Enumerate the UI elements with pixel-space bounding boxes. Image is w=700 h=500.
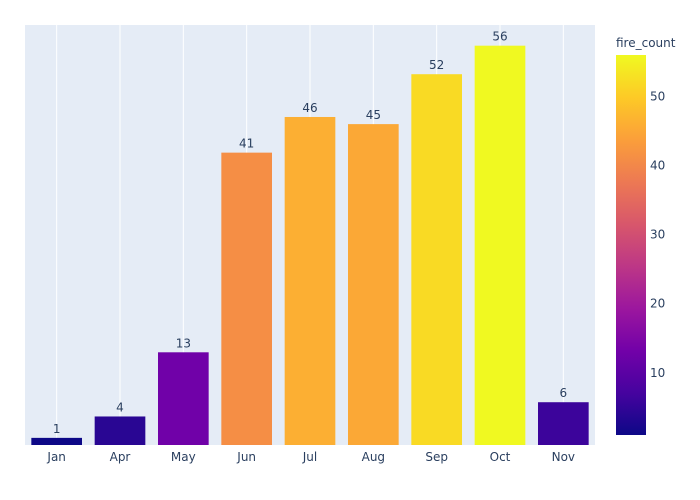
bar-oct — [474, 45, 526, 446]
data-label: 52 — [429, 58, 444, 72]
x-tick-label: Oct — [490, 450, 511, 464]
data-label: 41 — [239, 137, 254, 151]
x-tick-label: Sep — [425, 450, 448, 464]
x-tick-label: Jul — [302, 450, 317, 464]
bar-jan — [31, 437, 82, 445]
colorbar-title: fire_count — [616, 36, 676, 50]
colorbar-gradient — [616, 55, 646, 435]
x-tick-label: May — [171, 450, 196, 464]
bars — [31, 45, 589, 446]
x-axis-ticks: Jan Apr May Jun Jul Aug Sep Oct Nov — [46, 450, 575, 464]
bar-sep — [411, 74, 462, 446]
colorbar-tick-label: 50 — [650, 89, 665, 103]
bar-nov — [538, 402, 589, 445]
x-tick-label: Nov — [552, 450, 575, 464]
colorbar: fire_count 10 20 30 40 50 — [616, 36, 676, 435]
colorbar-ticks: 10 20 30 40 50 — [650, 89, 665, 379]
bar-aug — [348, 124, 399, 445]
data-label: 6 — [560, 386, 568, 400]
bar-jun — [221, 152, 272, 445]
data-label: 13 — [176, 336, 191, 350]
x-tick-label: Apr — [110, 450, 131, 464]
colorbar-tick-label: 30 — [650, 228, 665, 242]
x-tick-label: Jun — [236, 450, 256, 464]
data-labels: 1 4 13 41 46 45 52 56 6 — [53, 30, 567, 436]
bar-may — [158, 352, 209, 445]
colorbar-tick-label: 40 — [650, 159, 665, 173]
data-label: 1 — [53, 422, 61, 436]
x-tick-label: Aug — [362, 450, 385, 464]
colorbar-tick-label: 20 — [650, 297, 665, 311]
bar-jul — [284, 116, 336, 445]
x-tick-label: Jan — [46, 450, 66, 464]
data-label: 45 — [366, 108, 381, 122]
data-label: 46 — [302, 101, 317, 115]
data-label: 56 — [492, 30, 507, 44]
colorbar-tick-label: 10 — [650, 366, 665, 380]
bar-apr — [94, 416, 146, 445]
data-label: 4 — [116, 400, 124, 414]
